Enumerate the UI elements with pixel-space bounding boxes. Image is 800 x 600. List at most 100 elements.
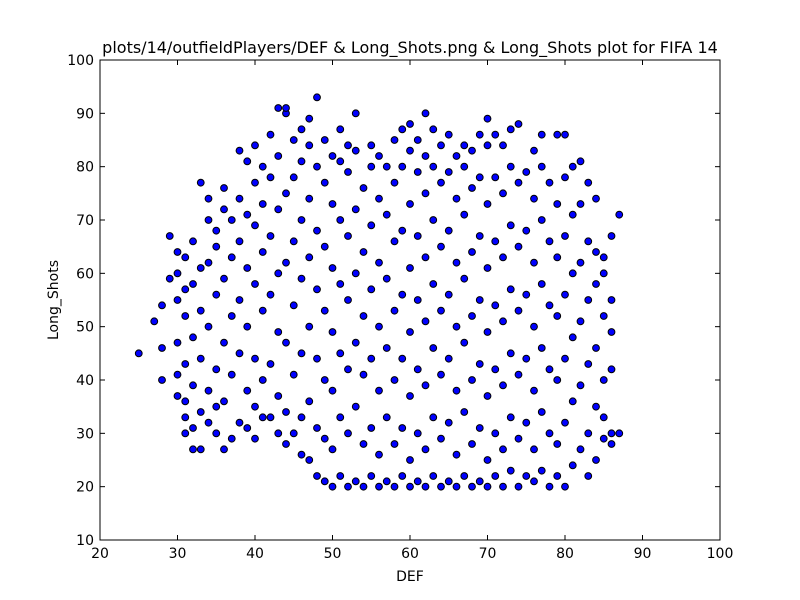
- scatter-point: [537, 466, 546, 475]
- scatter-point: [514, 482, 523, 491]
- scatter-point: [545, 365, 554, 374]
- scatter-point: [227, 312, 236, 320]
- scatter-point: [468, 184, 476, 192]
- scatter-point: [522, 418, 531, 427]
- scatter-point: [444, 168, 453, 176]
- scatter-point: [173, 269, 182, 278]
- scatter-point: [406, 200, 414, 208]
- x-tick-label: 20: [91, 546, 109, 562]
- scatter-point: [437, 370, 445, 379]
- scatter-point: [530, 146, 538, 155]
- scatter-point: [351, 269, 360, 278]
- scatter-point: [344, 232, 352, 240]
- scatter-point: [297, 216, 306, 224]
- scatter-point: [220, 274, 228, 283]
- scatter-point: [483, 114, 492, 123]
- scatter-point: [328, 482, 337, 491]
- scatter-point: [444, 290, 453, 299]
- scatter-point: [468, 248, 476, 256]
- scatter-point: [599, 269, 608, 278]
- scatter-point: [196, 306, 205, 315]
- scatter-point: [553, 200, 562, 208]
- scatter-point: [421, 189, 430, 198]
- scatter-point: [251, 280, 259, 288]
- scatter-point: [320, 306, 329, 315]
- y-tick-label: 100: [67, 53, 94, 69]
- scatter-point: [390, 136, 399, 144]
- scatter-point: [212, 402, 221, 411]
- scatter-point: [351, 402, 360, 411]
- scatter-point: [437, 482, 445, 491]
- scatter-point: [189, 333, 197, 342]
- scatter-point: [561, 290, 569, 299]
- scatter-point: [220, 205, 228, 214]
- scatter-point: [592, 280, 600, 288]
- scatter-point: [289, 301, 298, 310]
- scatter-point: [359, 482, 368, 491]
- scatter-point: [545, 301, 554, 310]
- scatter-point: [289, 237, 298, 246]
- scatter-point: [313, 226, 321, 235]
- scatter-point: [576, 157, 585, 166]
- scatter-point: [561, 354, 569, 363]
- scatter-point: [599, 376, 608, 384]
- scatter-point: [592, 248, 600, 256]
- y-tick-label: 70: [76, 213, 94, 229]
- scatter-point: [173, 296, 182, 304]
- scatter-point: [561, 418, 569, 427]
- scatter-point: [553, 130, 562, 139]
- scatter-point: [204, 386, 213, 395]
- scatter-point: [235, 194, 244, 203]
- scatter-point: [553, 253, 562, 262]
- scatter-point: [227, 434, 236, 443]
- scatter-point: [251, 221, 259, 230]
- scatter-point: [173, 392, 182, 400]
- scatter-point: [351, 338, 360, 347]
- scatter-point: [289, 173, 298, 182]
- scatter-point: [313, 424, 321, 432]
- scatter-point: [599, 253, 608, 262]
- y-tick-label: 90: [76, 106, 94, 122]
- scatter-point: [475, 232, 484, 240]
- scatter-point: [258, 200, 267, 208]
- scatter-point: [398, 472, 407, 480]
- scatter-point: [266, 413, 275, 422]
- scatter-point: [530, 477, 538, 486]
- scatter-point: [227, 370, 236, 379]
- scatter-point: [344, 168, 352, 176]
- scatter-point: [297, 125, 306, 134]
- scatter-point: [181, 253, 190, 262]
- scatter-point: [514, 178, 523, 187]
- scatter-point: [468, 146, 476, 155]
- scatter-point: [274, 328, 283, 336]
- scatter-point: [468, 440, 476, 448]
- scatter-point: [475, 477, 484, 486]
- scatter-point: [607, 328, 616, 336]
- scatter-point: [491, 429, 500, 438]
- scatter-point: [460, 162, 469, 171]
- scatter-point: [367, 472, 376, 480]
- scatter-point: [189, 424, 197, 432]
- scatter-point: [173, 248, 182, 256]
- scatter-point: [220, 184, 228, 192]
- scatter-point: [452, 482, 461, 491]
- scatter-point: [297, 413, 306, 422]
- chart-title: plots/14/outfieldPlayers/DEF & Long_Shot…: [102, 38, 718, 58]
- scatter-point: [266, 290, 275, 299]
- scatter-point: [367, 354, 376, 363]
- scatter-point: [196, 445, 205, 454]
- x-tick-label: 70: [479, 546, 497, 562]
- scatter-point: [468, 312, 476, 320]
- scatter-point: [615, 210, 624, 219]
- scatter-point: [243, 322, 252, 331]
- scatter-point: [375, 322, 383, 331]
- scatter-point: [344, 429, 352, 438]
- scatter-point: [351, 477, 360, 486]
- scatter-point: [196, 354, 205, 363]
- scatter-point: [165, 274, 174, 283]
- scatter-point: [592, 402, 600, 411]
- scatter-point: [437, 141, 445, 150]
- scatter-point: [499, 317, 507, 326]
- scatter-point: [522, 290, 531, 299]
